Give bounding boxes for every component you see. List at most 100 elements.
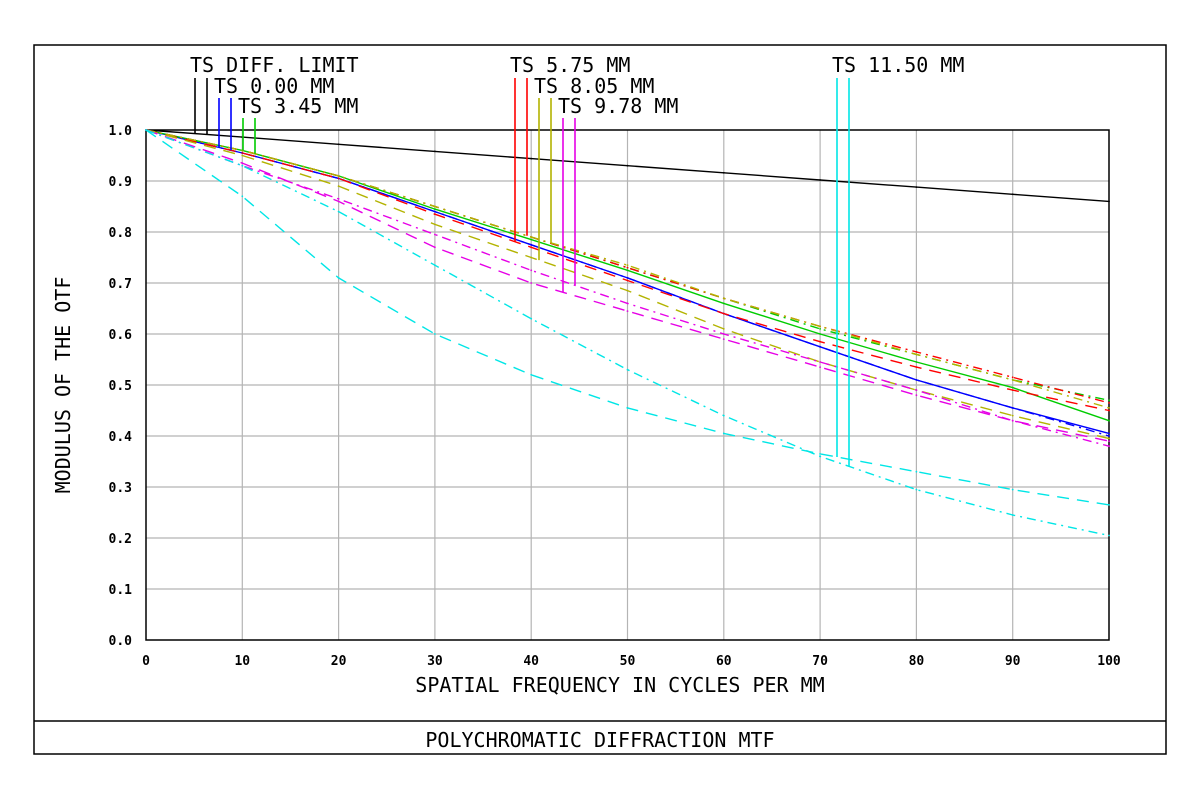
x-tick-label: 10 — [234, 654, 250, 669]
figure-frame — [33, 44, 1167, 755]
data-point — [1108, 534, 1110, 537]
data-point — [434, 208, 436, 211]
data-point — [819, 453, 821, 455]
data-point — [530, 269, 533, 272]
data-point — [819, 333, 821, 335]
series-path — [145, 129, 1110, 442]
data-point — [1108, 409, 1110, 412]
series-line — [145, 129, 1110, 442]
x-tick-label: 30 — [427, 654, 443, 669]
data-point — [626, 279, 629, 282]
data-point — [915, 351, 918, 353]
x-tick-label: 50 — [620, 654, 636, 669]
data-point — [434, 264, 436, 267]
data-point — [626, 266, 629, 269]
y-tick-label: 0.6 — [109, 328, 133, 343]
data-point — [626, 368, 629, 371]
data-point — [530, 373, 533, 376]
legend-label: TS 8.05 MM — [534, 74, 654, 98]
data-point — [915, 361, 918, 363]
legend-item: TS 11.50 MM — [832, 53, 964, 467]
data-point — [434, 223, 436, 226]
tick-labels: 0 10 20 30 40 50 60 70 80 90 100 0.0 0.1 0.2 0.3 0.4 0.5… — [109, 124, 1121, 669]
data-point — [434, 205, 436, 208]
series-line — [145, 129, 1110, 412]
data-point — [1011, 379, 1014, 381]
data-point — [1011, 419, 1014, 422]
data-point — [1108, 419, 1110, 422]
data-point — [626, 407, 629, 409]
legend-item: TS DIFF. LIMIT — [190, 53, 359, 135]
legend-label: TS DIFF. LIMIT — [190, 53, 359, 77]
legend-item: TS 0.00 MM — [214, 74, 334, 151]
x-tick-label: 70 — [812, 654, 828, 669]
data-point — [915, 389, 918, 391]
data-point — [1011, 407, 1014, 409]
data-point — [1108, 200, 1110, 203]
data-point — [915, 394, 918, 397]
legend-label: TS 5.75 MM — [510, 53, 630, 77]
x-tick-label: 40 — [523, 654, 539, 669]
chart-title: POLYCHROMATIC DIFFRACTION MTF — [425, 728, 774, 752]
data-point — [1108, 445, 1110, 448]
y-tick-label: 0.4 — [109, 430, 133, 445]
data-point — [819, 328, 821, 330]
data-point — [722, 432, 725, 435]
data-point — [530, 256, 533, 259]
data-point — [434, 333, 436, 335]
y-tick-label: 0.9 — [109, 175, 132, 190]
data-point — [337, 143, 340, 146]
data-point — [626, 277, 629, 279]
data-point — [722, 171, 725, 174]
data-point — [1108, 440, 1110, 442]
data-point — [819, 340, 821, 343]
data-point — [722, 302, 725, 305]
x-tick-label: 80 — [909, 654, 925, 669]
data-point — [434, 233, 436, 236]
legend-label: TS 3.45 MM — [238, 94, 358, 118]
y-tick-label: 0.8 — [109, 226, 133, 241]
data-point — [337, 277, 340, 279]
data-point — [530, 246, 533, 249]
series-line — [145, 129, 1110, 537]
data-point — [241, 152, 244, 154]
data-point — [241, 195, 244, 198]
legend-item: TS 8.05 MM — [534, 74, 654, 261]
data-point — [626, 264, 629, 267]
data-point — [722, 312, 725, 315]
data-point — [1108, 402, 1110, 404]
data-point — [722, 338, 725, 340]
y-tick-label: 0.7 — [109, 277, 132, 292]
data-point — [819, 325, 821, 328]
data-point — [626, 289, 629, 292]
data-point — [530, 236, 533, 239]
data-point — [915, 470, 918, 473]
data-point — [626, 310, 629, 312]
data-point — [819, 366, 821, 368]
data-point — [1011, 514, 1014, 516]
legend-item: TS 3.45 MM — [238, 94, 358, 154]
data-point — [337, 177, 340, 180]
series-layer — [145, 129, 1110, 537]
data-point — [1108, 437, 1110, 440]
data-point — [1108, 432, 1110, 435]
y-tick-label: 0.0 — [109, 634, 133, 649]
y-tick-label: 0.3 — [109, 481, 132, 496]
x-tick-label: 0 — [142, 654, 150, 669]
data-point — [337, 198, 340, 200]
data-point — [1011, 376, 1014, 379]
data-point — [1108, 407, 1110, 409]
data-point — [626, 302, 629, 305]
data-point — [530, 317, 533, 320]
legend-label: TS 11.50 MM — [832, 53, 964, 77]
x-tick-label: 60 — [716, 654, 732, 669]
y-tick-label: 0.2 — [109, 532, 132, 547]
data-point — [722, 414, 725, 417]
data-point — [241, 162, 244, 165]
data-point — [530, 238, 533, 241]
data-point — [626, 269, 629, 272]
data-point — [337, 200, 340, 203]
data-point — [1108, 435, 1110, 437]
data-point — [626, 164, 629, 167]
